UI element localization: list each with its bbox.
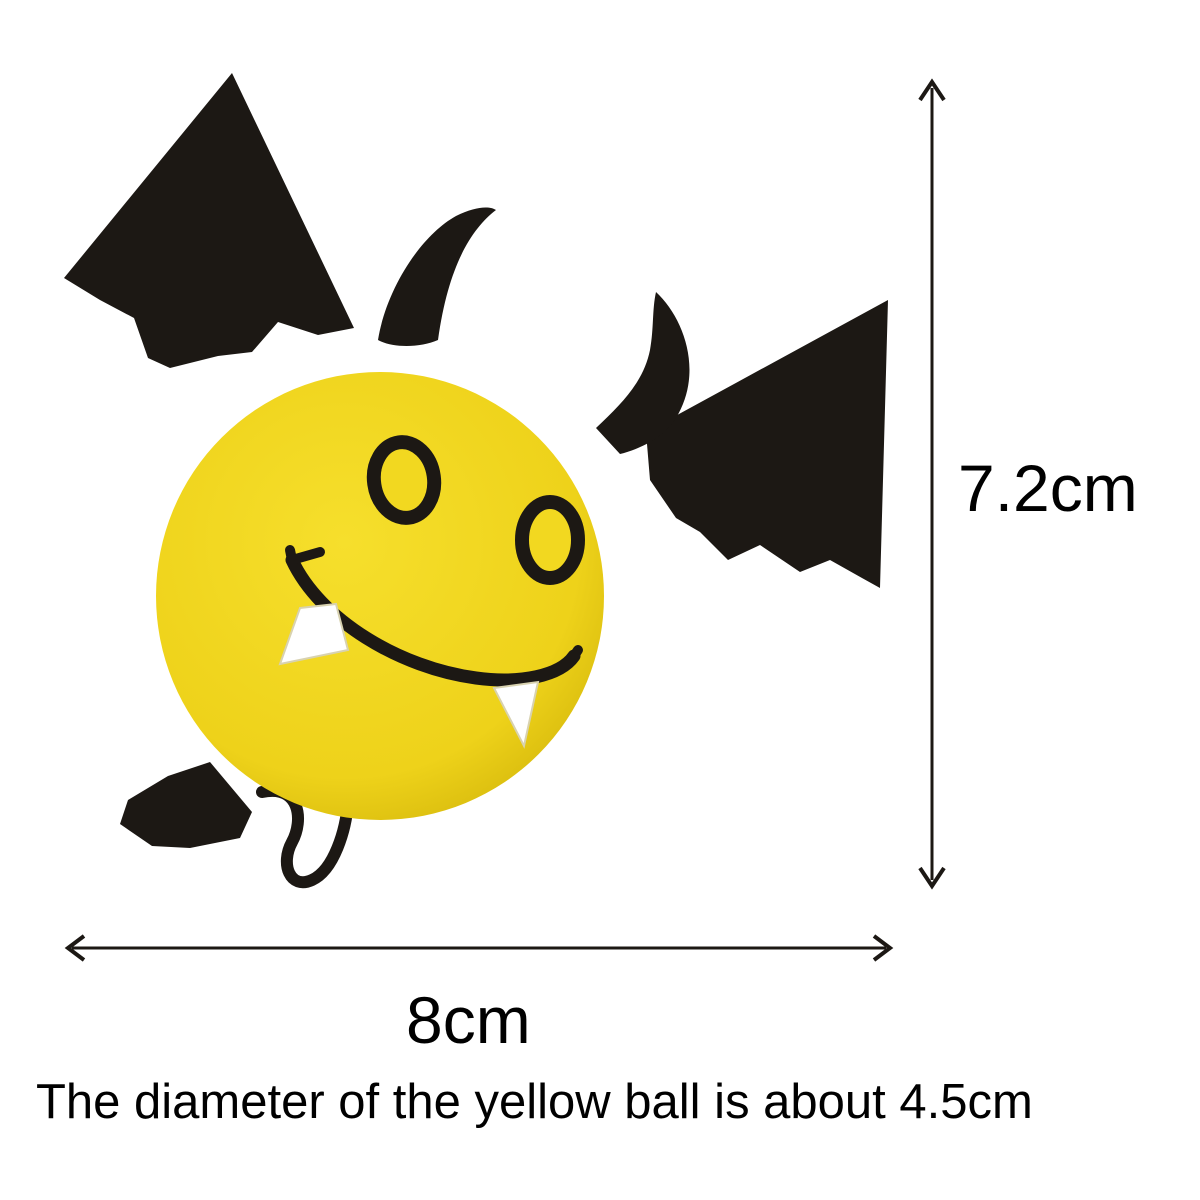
diameter-caption: The diameter of the yellow ball is about…: [36, 1075, 1033, 1129]
right-horn: [596, 292, 690, 454]
smile: [285, 553, 581, 687]
left-wing: [64, 73, 354, 368]
width-arrow-right: [872, 934, 894, 962]
right-wing: [646, 300, 888, 588]
height-label: 7.2cm: [958, 451, 1138, 525]
right-eye: [515, 495, 585, 585]
yellow-ball: [156, 372, 604, 820]
width-label: 8cm: [406, 983, 531, 1057]
tail-tip: [120, 762, 252, 848]
left-horn: [378, 207, 496, 346]
width-arrow-left: [64, 934, 86, 962]
smile-right-dimple: [569, 645, 583, 661]
left-pupil: [398, 474, 410, 492]
left-fang: [278, 602, 350, 666]
height-arrow-top: [918, 78, 946, 102]
right-fang: [492, 680, 540, 749]
smile-left-dimple: [285, 545, 325, 565]
height-arrow-bottom: [918, 866, 946, 890]
